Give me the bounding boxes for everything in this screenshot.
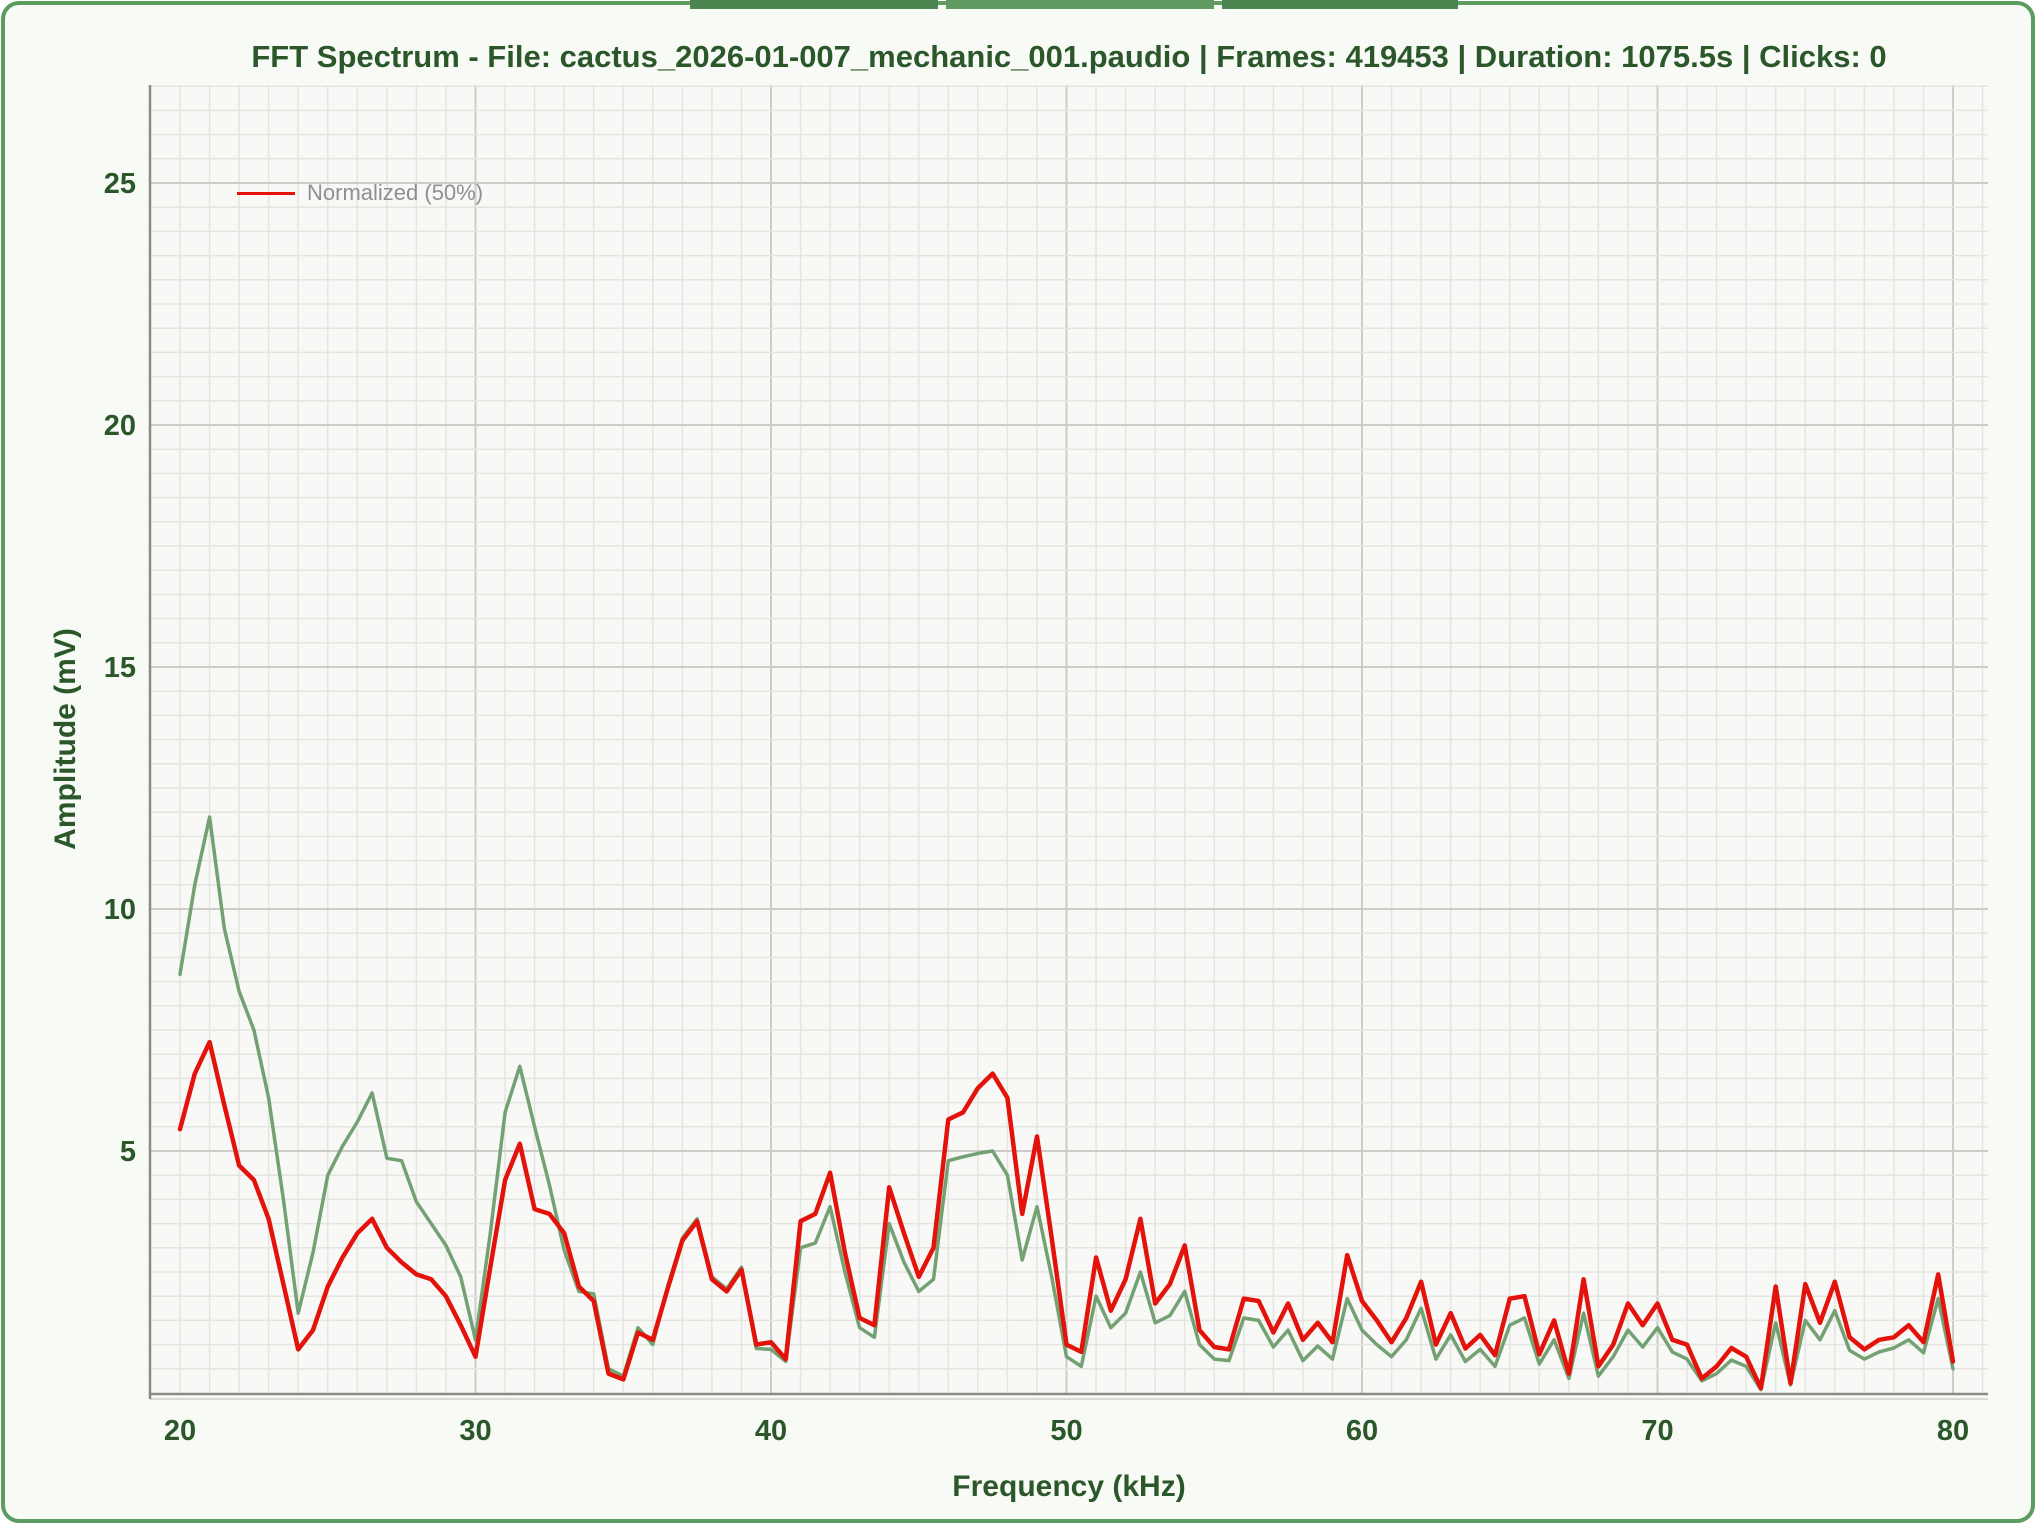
series-line-normalized [177,1039,1956,1391]
y-tick-label: 25 [104,168,136,200]
x-tick-label: 80 [1937,1415,1969,1447]
x-tick-label: 40 [755,1415,787,1447]
x-tick-label: 60 [1346,1415,1378,1447]
x-tick-label: 70 [1641,1415,1673,1447]
y-tick-label: 15 [104,652,136,684]
y-tick-label: 10 [104,894,136,926]
legend-label: Normalized (50%) [307,180,484,205]
y-tick-label: 5 [120,1136,136,1168]
x-tick-label: 30 [459,1415,491,1447]
legend: Normalized (50%) [237,180,483,206]
top-accent-segment [946,0,1214,9]
x-tick-label: 50 [1050,1415,1082,1447]
top-accent-segment [690,0,938,9]
top-accent-segment [1222,0,1458,9]
x-axis-title: Frequency (kHz) [952,1470,1186,1503]
legend-line-swatch [237,191,295,195]
chart-title: FFT Spectrum - File: cactus_2026-01-007_… [251,39,1887,74]
series-line-raw [178,815,1955,1392]
y-axis-title: Amplitude (mV) [49,628,82,850]
y-tick-label: 20 [104,410,136,442]
x-tick-label: 20 [164,1415,196,1447]
